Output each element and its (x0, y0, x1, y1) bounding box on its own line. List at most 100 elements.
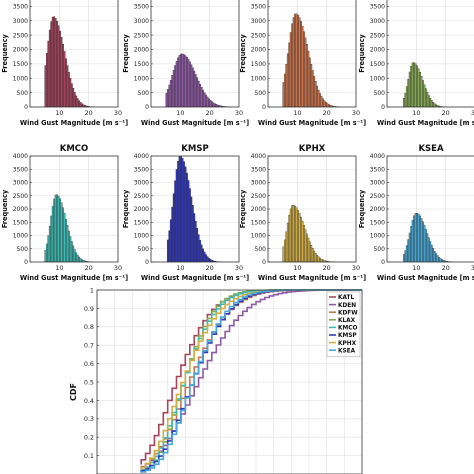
bar (410, 226, 413, 262)
bar (59, 30, 61, 107)
x-tick-label: 20 (442, 109, 450, 117)
bar (184, 166, 187, 262)
bar (184, 55, 187, 107)
bar (311, 248, 314, 262)
bar (177, 160, 180, 262)
x-axis-label: Wind Gust Magnitude [m s⁻¹] (141, 119, 249, 127)
bar (57, 25, 60, 107)
bar (51, 206, 54, 262)
bar (303, 31, 305, 107)
bar (193, 70, 196, 107)
y-tick-label: 3000 (251, 18, 266, 25)
bar (44, 65, 47, 107)
bar (191, 205, 194, 262)
x-tick-label: 10 (55, 264, 63, 272)
bar (174, 65, 177, 107)
bar (60, 37, 63, 107)
cdf-y-tick-label: 0.7 (84, 342, 94, 350)
cdf-y-axis-label: CDF (69, 383, 78, 401)
y-tick-label: 4000 (251, 153, 266, 160)
bar (295, 207, 298, 262)
bars (402, 62, 448, 107)
bar (180, 156, 182, 262)
bar (70, 241, 73, 262)
bar (200, 244, 203, 262)
bar (209, 259, 212, 262)
bar (177, 57, 180, 107)
y-tick-label: 3500 (251, 166, 266, 173)
bar (429, 241, 432, 262)
bar (301, 25, 304, 107)
x-tick-label: 30 (471, 109, 474, 117)
y-tick-label: 500 (255, 246, 267, 253)
bar (50, 215, 53, 262)
x-tick-label: 10 (412, 264, 420, 272)
panel-title: KMSP (181, 144, 208, 154)
bar (292, 17, 295, 107)
cdf-y-tick-label: 0.5 (84, 378, 94, 386)
x-axis-label: Wind Gust Magnitude [m s⁻¹] (258, 274, 366, 282)
y-tick-label: 1000 (134, 233, 149, 240)
bar (48, 29, 51, 107)
bar (301, 220, 304, 262)
bar (283, 239, 286, 262)
bar (402, 98, 405, 107)
panel-title: KMCO (60, 144, 89, 154)
bar (310, 245, 313, 262)
bar (422, 80, 424, 107)
bar (51, 16, 54, 107)
bar (404, 92, 407, 107)
bar (404, 250, 407, 262)
bar (169, 80, 172, 107)
bar (180, 53, 182, 107)
grid (151, 0, 239, 107)
bar (203, 92, 206, 107)
bar (316, 255, 319, 262)
x-tick-label: 30 (352, 264, 360, 272)
bar (76, 98, 79, 107)
bars (44, 16, 95, 107)
cdf-panel: 0.10.20.30.40.50.60.70.80.91CDFKATLKDENK… (69, 286, 363, 474)
bar (417, 213, 420, 262)
bar (420, 76, 423, 107)
bar (172, 193, 175, 262)
bar (319, 257, 321, 262)
bar (427, 237, 430, 262)
y-tick-label: 2500 (13, 32, 28, 39)
bar (196, 77, 199, 107)
bar (294, 13, 297, 107)
x-axis-label: Wind Gust Magnitude [m s⁻¹] (20, 119, 128, 127)
y-tick-label: 3000 (251, 180, 266, 187)
bar (408, 232, 411, 262)
bar (310, 64, 313, 107)
y-tick-label: 2500 (134, 32, 149, 39)
bar (426, 233, 429, 262)
x-tick-label: 30 (114, 264, 122, 272)
bar (314, 253, 317, 262)
bar (81, 103, 83, 107)
bar (73, 92, 76, 107)
bar (298, 17, 301, 107)
y-tick-label: 1000 (370, 233, 385, 240)
x-tick-label: 20 (85, 264, 93, 272)
bar (433, 250, 436, 262)
histogram-panel-3: 0 500 1000 1500 2000 2500 3000 3500 10 20 30 Freque… (239, 0, 366, 127)
bar (45, 243, 48, 262)
bars (44, 194, 94, 262)
bar (307, 50, 310, 107)
bar (208, 257, 210, 262)
x-tick-label: 20 (206, 109, 214, 117)
y-axis-label: Frequency (239, 189, 247, 228)
bar (47, 40, 50, 107)
y-axis-label: Frequency (358, 189, 366, 228)
bar (65, 58, 67, 107)
y-tick-label: 2000 (134, 206, 149, 213)
histogram-panel-7: 0 500 1000 1500 2000 2500 3000 3500 4000 10 20 30 Fr… (239, 144, 366, 282)
bar (295, 13, 298, 107)
y-tick-label: 1000 (370, 75, 385, 82)
cdf-y-tick-label: 0.6 (84, 360, 94, 368)
y-tick-label: 0 (381, 104, 385, 111)
bar (72, 245, 75, 262)
bar (175, 169, 178, 262)
